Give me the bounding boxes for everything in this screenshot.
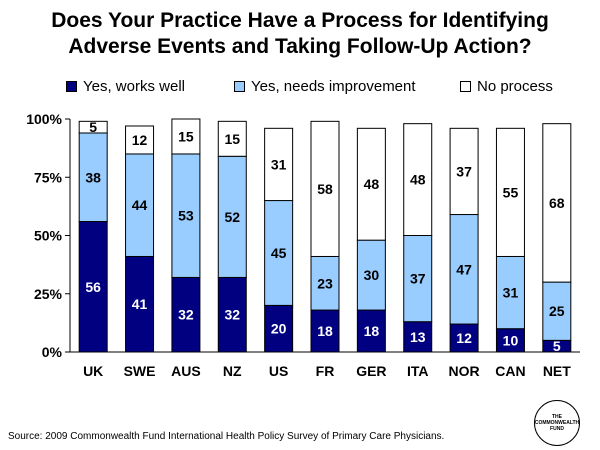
data-label: 48: [410, 172, 426, 188]
data-label: 37: [410, 271, 426, 287]
source-note: Source: 2009 Commonwealth Fund Internati…: [8, 431, 445, 442]
x-tick-label: CAN: [495, 363, 525, 379]
y-tick-label: 50%: [34, 228, 63, 244]
data-label: 20: [271, 321, 287, 337]
x-tick-label: GER: [356, 363, 386, 379]
data-label: 12: [132, 132, 148, 148]
data-label: 31: [503, 285, 519, 301]
data-label: 44: [132, 197, 148, 213]
data-label: 48: [364, 176, 380, 192]
data-label: 18: [317, 323, 333, 339]
bar-segment: [356, 239, 386, 311]
bar-segment: [310, 120, 340, 257]
data-label: 23: [317, 275, 333, 291]
data-label: 15: [178, 128, 194, 144]
logo-text: THE COMMONWEALTH FUND: [534, 414, 580, 432]
bar-segment: [125, 255, 155, 353]
bar-segment: [78, 120, 108, 134]
data-label: 38: [85, 169, 101, 185]
data-label: 5: [553, 338, 561, 354]
data-label: 41: [132, 296, 148, 312]
data-label: 30: [364, 267, 380, 283]
x-tick-label: NOR: [449, 363, 480, 379]
bar-segment: [310, 255, 340, 311]
bar-segment: [449, 214, 479, 325]
bar-segment: [542, 123, 572, 283]
x-tick-label: US: [269, 363, 288, 379]
bar-segment: [217, 276, 247, 353]
bar-segment: [264, 127, 294, 202]
legend-item-works-well: Yes, works well: [66, 78, 185, 95]
data-label: 31: [271, 156, 287, 172]
bar-segment: [403, 123, 433, 236]
x-tick-label: AUS: [171, 363, 201, 379]
bar-segment: [171, 153, 201, 278]
data-label: 56: [85, 279, 101, 295]
data-label: 5: [89, 119, 97, 135]
x-tick-label: NZ: [223, 363, 242, 379]
bar-segment: [449, 127, 479, 216]
data-label: 47: [456, 261, 472, 277]
x-tick-label: SWE: [124, 363, 156, 379]
x-tick-label: UK: [83, 363, 103, 379]
data-label: 52: [224, 209, 240, 225]
data-label: 37: [456, 163, 472, 179]
data-label: 55: [503, 184, 519, 200]
y-tick-label: 100%: [26, 111, 62, 127]
y-tick-label: 75%: [34, 169, 63, 185]
data-label: 68: [549, 195, 565, 211]
data-label: 10: [503, 332, 519, 348]
bar-segment: [264, 304, 294, 353]
x-tick-label: FR: [316, 363, 335, 379]
legend-swatch-works-well: [66, 81, 77, 92]
y-tick-label: 25%: [34, 286, 63, 302]
bar-segment: [449, 323, 479, 353]
y-tick-label: 0%: [42, 344, 63, 360]
bar-segment: [495, 127, 525, 257]
bar-segment: [171, 276, 201, 353]
bar-segment: [125, 125, 155, 155]
chart-title-line-2: Adverse Events and Taking Follow-Up Acti…: [68, 35, 532, 58]
x-tick-label: NET: [543, 363, 571, 379]
bar-segment: [171, 118, 201, 155]
legend-swatch-needs-improvement: [234, 81, 245, 92]
bar-segment: [403, 321, 433, 353]
legend-label-works-well: Yes, works well: [83, 78, 185, 95]
legend-item-needs-improvement: Yes, needs improvement: [234, 78, 416, 95]
chart-title: Does Your Practice Have a Process for Id…: [0, 8, 600, 60]
x-tick-label: ITA: [407, 363, 429, 379]
legend-label-needs-improvement: Yes, needs improvement: [251, 78, 416, 95]
chart-legend: Yes, works well Yes, needs improvement N…: [0, 78, 600, 95]
data-label: 25: [549, 303, 565, 319]
chart-title-line-1: Does Your Practice Have a Process for Id…: [51, 9, 549, 32]
data-label: 12: [456, 330, 472, 346]
bar-segment: [78, 221, 108, 353]
legend-label-no-process: No process: [477, 78, 553, 95]
data-label: 32: [178, 307, 194, 323]
bar-segment: [78, 132, 108, 223]
commonwealth-fund-logo: THE COMMONWEALTH FUND: [534, 400, 580, 446]
data-label: 13: [410, 329, 426, 345]
bar-segment: [542, 281, 572, 341]
data-label: 45: [271, 245, 287, 261]
legend-swatch-no-process: [460, 81, 471, 92]
bar-segment: [264, 200, 294, 306]
bar-segment: [310, 309, 340, 353]
bar-segment: [217, 120, 247, 157]
data-label: 15: [224, 131, 240, 147]
bar-segment: [356, 127, 386, 241]
bar-segment: [356, 309, 386, 353]
data-label: 58: [317, 181, 333, 197]
data-label: 32: [224, 307, 240, 323]
legend-item-no-process: No process: [460, 78, 553, 95]
bar-segment: [495, 255, 525, 330]
data-label: 18: [364, 323, 380, 339]
data-label: 53: [178, 208, 194, 224]
bar-segment: [403, 235, 433, 323]
